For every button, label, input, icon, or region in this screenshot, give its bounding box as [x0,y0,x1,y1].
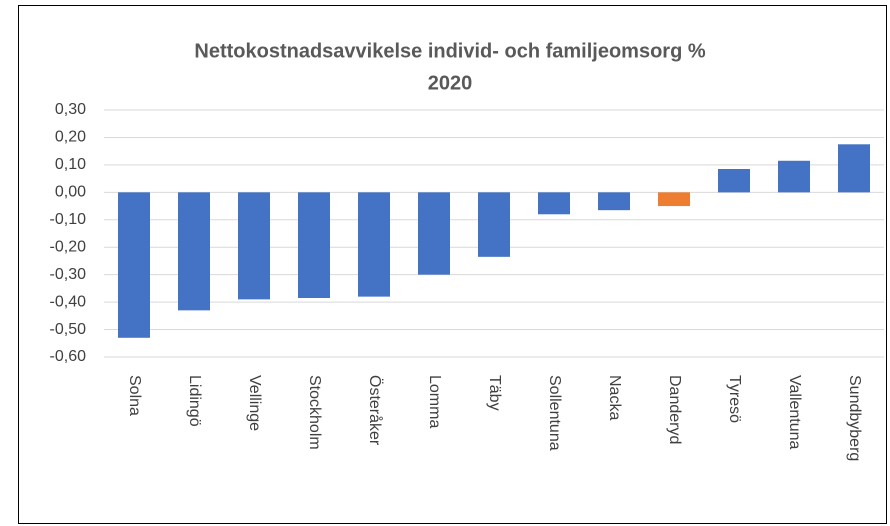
x-tick-label: Täby [486,375,503,411]
chart-title: Nettokostnadsavvikelse individ- och fami… [194,40,705,62]
bar [238,192,270,300]
bar [658,192,690,207]
y-tick-label: -0,60 [50,348,87,365]
y-tick-label: -0,50 [50,321,87,338]
bar [118,192,150,338]
x-tick-label: Lidingö [186,375,203,427]
bar [718,169,750,193]
y-tick-label: -0,20 [50,238,87,255]
bar [538,192,570,215]
bar [598,192,630,211]
y-tick-label: 0,30 [55,101,86,118]
y-tick-label: -0,40 [50,293,87,310]
x-tick-label: Sollentuna [546,375,563,451]
bar [358,192,390,297]
y-tick-label: 0,20 [55,129,86,146]
bar [298,192,330,298]
x-tick-label: Solna [126,375,143,416]
chart-title: 2020 [428,72,473,94]
x-tick-label: Nacka [606,375,623,420]
x-tick-label: Vallentuna [786,375,803,450]
x-tick-label: Stockholm [306,375,323,450]
x-tick-label: Sundbyberg [846,375,863,461]
y-tick-label: 0,10 [55,156,86,173]
y-tick-label: 0,00 [55,184,86,201]
x-tick-label: Vellinge [246,375,263,431]
y-tick-label: -0,10 [50,211,87,228]
bar [778,160,810,193]
x-tick-label: Lomma [426,375,443,428]
bar [178,192,210,311]
x-tick-label: Österåker [366,375,384,446]
bar [838,144,870,193]
chart-frame [18,5,887,524]
x-tick-label: Danderyd [666,375,683,444]
y-tick-label: -0,30 [50,266,87,283]
bar [418,192,450,275]
x-tick-label: Tyresö [726,375,743,423]
bar [478,192,510,257]
